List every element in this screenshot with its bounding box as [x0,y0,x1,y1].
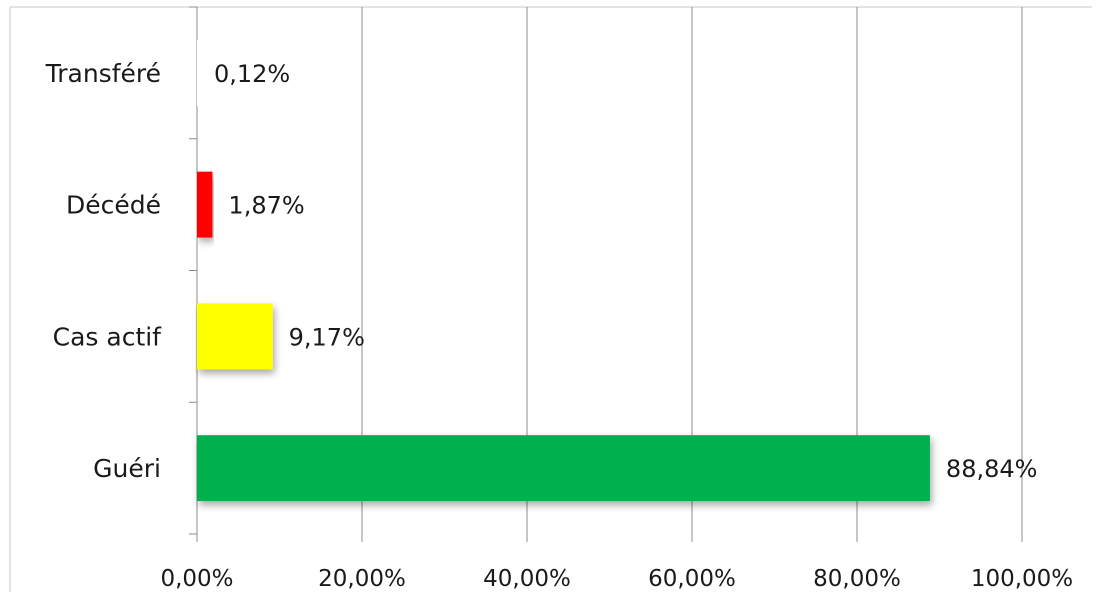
bar [197,435,930,502]
bar [197,39,198,106]
category-label: Transféré [45,59,161,88]
x-tick-labels: 0,00% 20,00% 40,00% 60,00% 80,00% 100,00% [160,566,1073,592]
bars [197,39,930,502]
category-labels: Transféré Décédé Cas actif Guéri [45,59,163,483]
bar [197,303,273,370]
gridlines [361,7,1023,542]
data-label: 88,84% [946,455,1038,483]
x-tick-label: 20,00% [318,566,406,592]
x-tick-label: 0,00% [160,566,233,592]
data-label: 9,17% [289,323,365,351]
bar [197,171,213,238]
x-tick-label: 40,00% [483,566,571,592]
data-labels: 0,12% 1,87% 9,17% 88,84% [214,60,1037,483]
category-label: Cas actif [53,322,163,351]
x-tick-label: 80,00% [813,566,901,592]
x-tick-label: 100,00% [971,566,1073,592]
data-label: 0,12% [214,60,290,88]
data-label: 1,87% [228,192,304,220]
category-label: Guéri [93,454,161,483]
category-label: Décédé [66,191,161,220]
axes [189,6,198,542]
x-tick-label: 60,00% [648,566,736,592]
